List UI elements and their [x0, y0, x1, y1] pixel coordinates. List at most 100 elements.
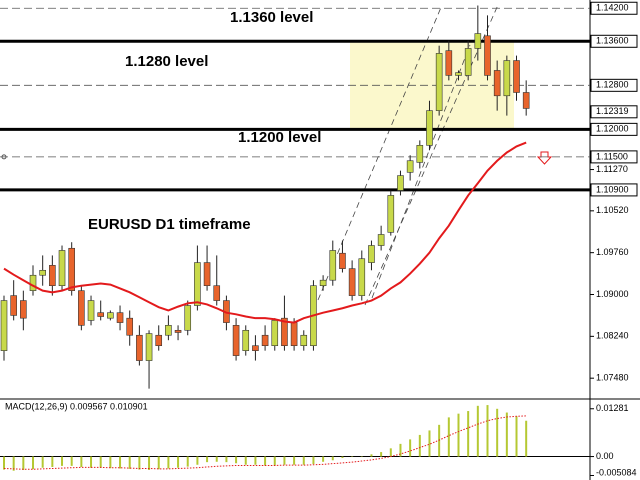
y-tick-label: 0.01281: [596, 403, 629, 413]
macd-bar: [225, 456, 228, 463]
candle-body: [416, 145, 424, 163]
macd-bar: [264, 456, 267, 466]
channel-line: [371, 44, 471, 299]
macd-bar: [22, 456, 25, 470]
macd-bar: [283, 456, 286, 465]
macd-bar: [428, 430, 431, 457]
candle-body: [242, 329, 250, 351]
macd-bar: [61, 456, 64, 466]
candle-body: [397, 175, 404, 191]
candle-body: [29, 274, 37, 291]
macd-bar: [70, 456, 73, 466]
candle-body: [58, 250, 66, 287]
level-marker: [1, 154, 7, 160]
moving-average: [3, 141, 527, 324]
macd-bar: [302, 456, 305, 465]
channel-line: [364, 4, 499, 306]
candle-body: [107, 312, 114, 319]
macd-bar: [3, 456, 5, 470]
candle-body: [271, 320, 279, 347]
candle-body: [10, 295, 17, 316]
candle-body: [455, 72, 462, 76]
candle-body: [406, 160, 414, 173]
candle-body: [348, 268, 356, 296]
macd-bar: [399, 443, 402, 457]
candle-body: [426, 110, 433, 146]
macd-bar: [380, 452, 383, 457]
macd-bar: [235, 456, 238, 464]
indicator-title: MACD(12,26,9) 0.009567 0.010901: [5, 401, 148, 411]
y-tick-label: 1.07480: [596, 373, 629, 383]
macd-bar: [119, 456, 122, 469]
level-label: 1.12800: [596, 80, 629, 90]
macd-bar: [438, 424, 441, 457]
y-tick-label: 1.08240: [596, 331, 629, 341]
y-tick-label: 0.00: [596, 451, 614, 461]
macd-bar: [351, 456, 354, 458]
level-label-box: [590, 105, 638, 119]
y-tick-label: 1.11270: [596, 164, 628, 174]
macd-bar: [90, 456, 93, 468]
candle-body: [474, 33, 482, 49]
macd-bar: [128, 456, 131, 469]
candle-body: [232, 325, 240, 356]
level-label: 1.14200: [596, 3, 629, 13]
y-tick-label: 1.09000: [596, 289, 629, 299]
macd-bar: [12, 456, 15, 471]
candle-body: [464, 48, 472, 76]
candle-body: [78, 290, 85, 326]
macd-bar: [186, 456, 189, 467]
macd-bar: [157, 456, 160, 470]
candle-body: [97, 312, 104, 317]
annotation: 1.1280 level: [125, 53, 208, 70]
candle-body: [329, 250, 337, 281]
macd-bar: [447, 417, 450, 457]
macd-bar: [293, 456, 296, 465]
level-label-box: [590, 150, 638, 164]
level-label-box: [590, 1, 638, 15]
candle-body: [68, 247, 75, 291]
y-tick-label: -0.005084: [596, 467, 637, 477]
level-label: 1.12319: [596, 106, 629, 116]
annotation: 1.1200 level: [238, 129, 321, 146]
macd-bar: [138, 456, 141, 470]
annotation: 1.1360 level: [230, 9, 313, 26]
candle-body: [377, 234, 385, 246]
macd-bar: [109, 456, 112, 469]
macd-bar: [32, 456, 35, 470]
macd-bar: [99, 456, 102, 468]
candle-body: [281, 317, 288, 347]
macd-bar: [254, 456, 257, 465]
candle-body: [184, 305, 192, 331]
candle-body: [155, 334, 163, 347]
macd-bar: [244, 456, 247, 465]
candle-body: [522, 92, 530, 109]
y-tick-label: 1.09760: [596, 247, 629, 257]
candle-body: [0, 300, 8, 351]
macd-bar: [515, 416, 518, 457]
candle-body: [261, 334, 269, 347]
macd-bar: [486, 405, 489, 457]
macd-bar: [196, 456, 199, 465]
macd-bar: [476, 405, 479, 457]
macd-bar: [370, 454, 373, 457]
candle-body: [484, 35, 491, 76]
macd-bar: [215, 456, 218, 462]
macd-bar: [206, 456, 209, 463]
candle-body: [87, 300, 95, 321]
macd-bar: [148, 456, 151, 470]
level-label-box: [590, 122, 638, 136]
macd-bar: [331, 456, 334, 461]
macd-bar: [409, 439, 412, 457]
candle-body: [252, 345, 259, 351]
candle-body: [339, 252, 346, 269]
level-label: 1.13600: [596, 36, 629, 46]
candle-body: [165, 325, 172, 336]
candle-body: [435, 53, 443, 111]
candle-body: [368, 245, 375, 263]
candle-body: [194, 262, 201, 306]
candle-body: [136, 334, 143, 361]
candle-body: [39, 269, 46, 276]
